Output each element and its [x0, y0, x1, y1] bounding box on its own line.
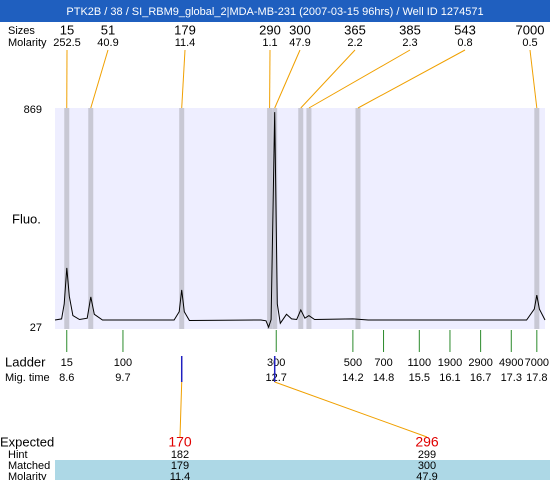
peak-connector	[182, 50, 185, 108]
ladder-label: Ladder	[5, 354, 46, 369]
ladder-size: 100	[114, 357, 132, 369]
ladder-time: 16.1	[439, 372, 460, 384]
ladder-time: 14.2	[342, 372, 363, 384]
peak-size: 179	[174, 22, 196, 37]
peak-size: 385	[399, 22, 421, 37]
peak-molarity: 0.5	[522, 37, 537, 49]
matched-molarity: 47.9	[416, 471, 437, 480]
y-tick-label: 27	[30, 322, 42, 334]
peak-connector	[91, 50, 108, 108]
peak-band	[88, 108, 93, 329]
peak-connector	[309, 50, 410, 108]
expected-molarity-label: Molarity	[8, 471, 47, 480]
ladder-size: 15	[61, 357, 73, 369]
ladder-size: 500	[344, 357, 362, 369]
mig-time-label: Mig. time	[5, 372, 50, 384]
ladder-size: 7000	[525, 357, 549, 369]
molarity-label: Molarity	[8, 37, 47, 49]
ladder-time: 8.6	[59, 372, 74, 384]
peak-size: 7000	[516, 22, 545, 37]
ladder-size: 1100	[407, 357, 431, 369]
peak-size: 290	[259, 22, 281, 37]
y-axis-label: Fluo.	[12, 211, 41, 226]
peak-size: 365	[344, 22, 366, 37]
ladder-size: 300	[267, 357, 285, 369]
ladder-time: 14.8	[373, 372, 394, 384]
expected-size: 296	[415, 434, 439, 450]
ladder-time: 9.7	[115, 372, 130, 384]
ladder-time: 17.8	[526, 372, 547, 384]
peak-size: 15	[60, 22, 74, 37]
peak-molarity: 0.8	[457, 37, 472, 49]
peak-band	[306, 108, 311, 329]
peak-band	[298, 108, 303, 329]
expected-connector	[275, 382, 427, 437]
ladder-size: 4900	[499, 357, 523, 369]
expected-label: Expected	[0, 434, 54, 449]
ladder-size: 700	[374, 357, 392, 369]
peak-molarity: 252.5	[53, 37, 81, 49]
peak-molarity: 1.1	[262, 37, 277, 49]
ladder-size: 2900	[468, 357, 492, 369]
expected-size: 170	[168, 434, 192, 450]
peak-size: 51	[101, 22, 115, 37]
ladder-time: 17.3	[501, 372, 522, 384]
peak-connector	[530, 50, 537, 108]
peak-band	[355, 108, 360, 329]
peak-molarity: 2.2	[347, 37, 362, 49]
matched-band	[55, 460, 550, 480]
title: PTK2B / 38 / SI_RBM9_global_2|MDA-MB-231…	[66, 6, 483, 18]
ladder-size: 1900	[438, 357, 462, 369]
peak-molarity: 40.9	[97, 37, 118, 49]
matched-molarity: 11.4	[170, 471, 191, 480]
ladder-time: 16.7	[470, 372, 491, 384]
peak-size: 543	[454, 22, 476, 37]
peak-connector	[275, 50, 300, 108]
peak-connector	[358, 50, 465, 108]
y-tick-label: 869	[24, 104, 42, 116]
peak-molarity: 11.4	[175, 37, 196, 49]
sizes-label: Sizes	[8, 25, 35, 37]
expected-connector	[180, 382, 182, 437]
ladder-time: 15.5	[409, 372, 430, 384]
peak-molarity: 2.3	[402, 37, 417, 49]
peak-molarity: 47.9	[289, 37, 310, 49]
peak-band	[179, 108, 184, 329]
peak-connector	[301, 50, 355, 108]
peak-size: 300	[289, 22, 311, 37]
